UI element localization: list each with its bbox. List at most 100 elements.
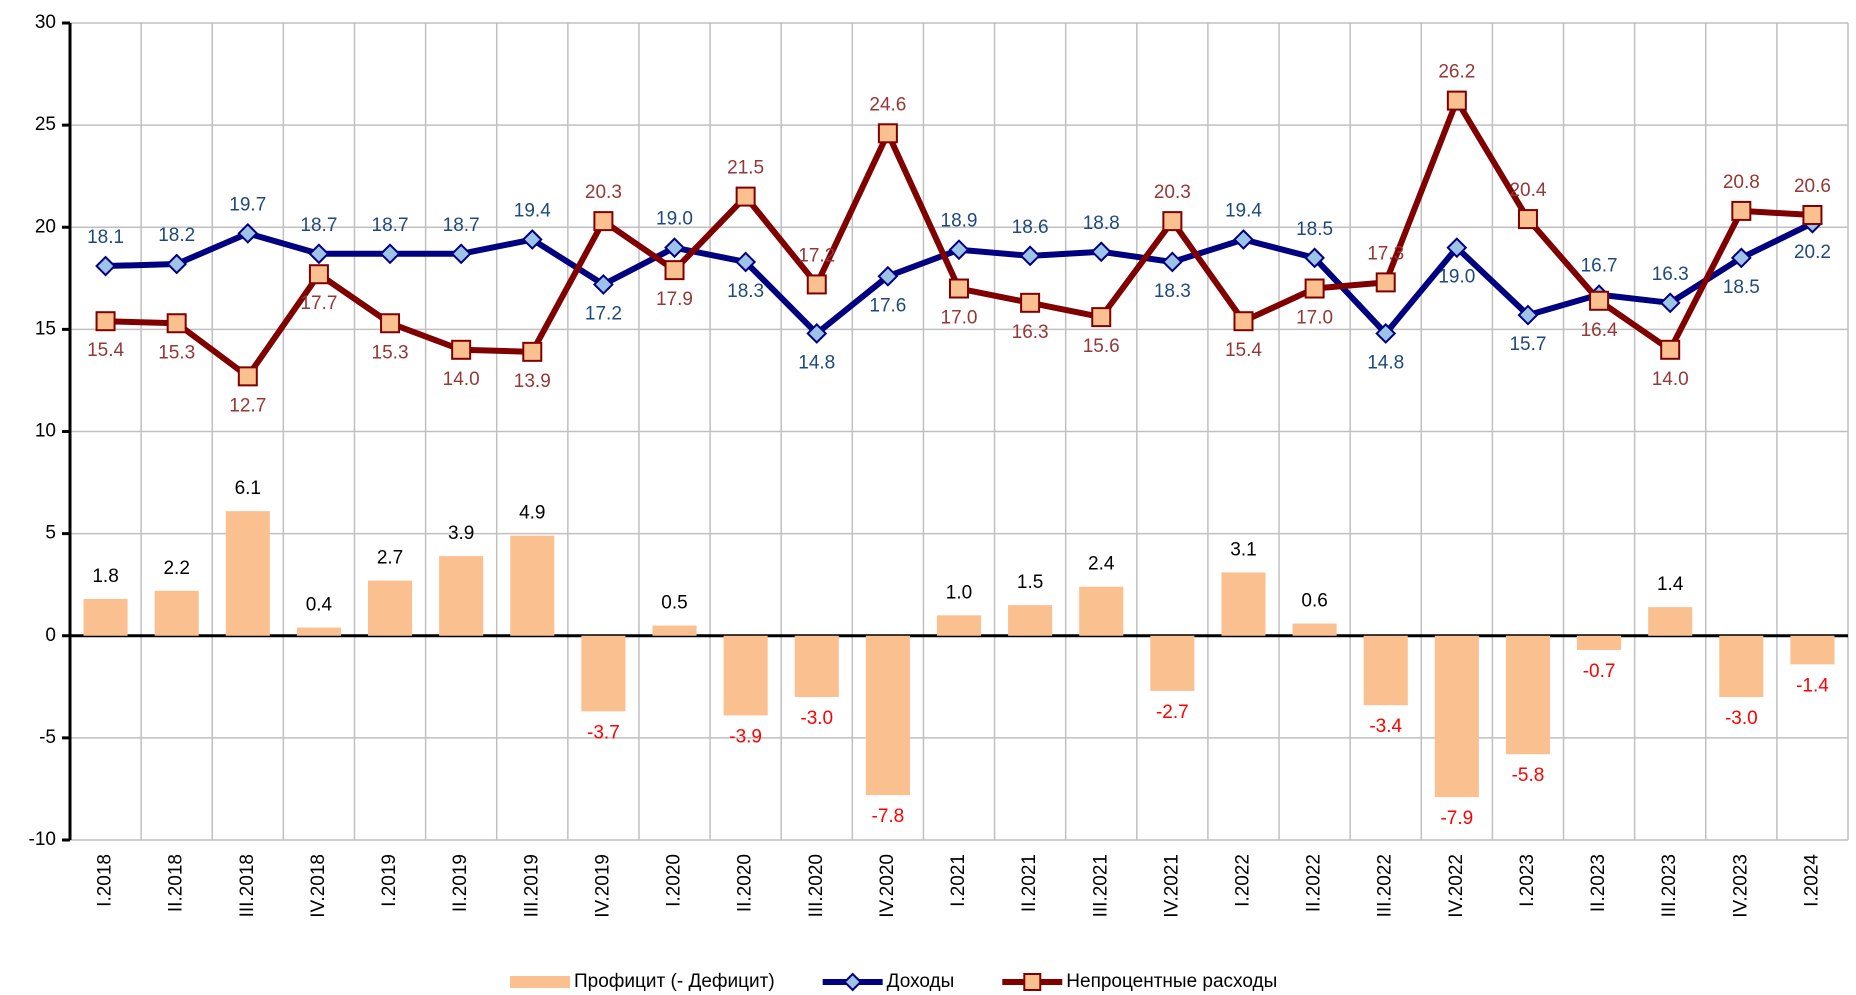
bar-value-label: -7.8 bbox=[872, 806, 905, 827]
marker bbox=[806, 274, 827, 295]
marker bbox=[166, 253, 188, 275]
bar-value-label: 2.4 bbox=[1088, 554, 1115, 575]
marker bbox=[877, 123, 898, 144]
y-tick-label: 10 bbox=[35, 421, 56, 442]
bar-value-label: -2.7 bbox=[1156, 702, 1189, 723]
marker bbox=[1161, 251, 1183, 273]
marker bbox=[1659, 292, 1681, 314]
bar bbox=[154, 590, 199, 636]
line-value-label: 18.5 bbox=[1296, 219, 1333, 240]
marker bbox=[1660, 339, 1681, 360]
marker bbox=[1802, 204, 1823, 225]
x-tick-label: IV.2020 bbox=[877, 854, 898, 918]
legend-label: Непроцентные расходы bbox=[1066, 971, 1277, 992]
marker bbox=[308, 243, 330, 265]
line-value-label: 20.4 bbox=[1509, 180, 1546, 201]
bar bbox=[439, 556, 484, 636]
line-value-label: 18.2 bbox=[158, 225, 195, 246]
marker bbox=[877, 265, 899, 287]
marker bbox=[95, 311, 116, 332]
bar bbox=[936, 615, 982, 636]
line-value-label: 15.3 bbox=[158, 342, 195, 363]
marker bbox=[237, 222, 259, 244]
marker bbox=[1517, 209, 1538, 230]
marker bbox=[166, 313, 187, 334]
marker bbox=[308, 264, 329, 285]
bar bbox=[1577, 635, 1622, 651]
x-tick-label: IV.2022 bbox=[1446, 854, 1467, 918]
marker bbox=[1091, 307, 1112, 328]
y-tick-label: 30 bbox=[35, 12, 56, 33]
marker bbox=[664, 237, 685, 259]
x-tick-label: I.2020 bbox=[664, 854, 685, 907]
y-tick-label: -5 bbox=[39, 727, 56, 748]
bar bbox=[367, 580, 413, 636]
legend-label: Профицит (- Дефицит) bbox=[574, 971, 775, 992]
line-value-label: 20.8 bbox=[1723, 172, 1760, 193]
bar-value-label: 3.1 bbox=[1230, 539, 1256, 560]
x-tick-label: II.2019 bbox=[450, 854, 471, 912]
line-value-label: 18.1 bbox=[87, 227, 124, 248]
bar-value-label: 1.8 bbox=[92, 566, 118, 587]
marker bbox=[949, 278, 969, 299]
legend-swatch bbox=[510, 976, 570, 988]
bar-value-label: -3.0 bbox=[1725, 708, 1758, 729]
line-value-label: 17.2 bbox=[798, 245, 835, 266]
marker bbox=[1446, 237, 1468, 259]
bar-value-label: -3.4 bbox=[1369, 716, 1402, 737]
bar-value-label: 4.9 bbox=[519, 503, 545, 524]
marker bbox=[1730, 247, 1752, 269]
x-tick-label: I.2024 bbox=[1801, 854, 1822, 907]
bar bbox=[1505, 635, 1551, 755]
line-value-label: 17.7 bbox=[300, 293, 337, 314]
bar-value-label: 1.5 bbox=[1017, 572, 1043, 593]
bar-value-label: 1.4 bbox=[1657, 574, 1684, 595]
marker bbox=[1233, 311, 1254, 332]
line-value-label: 18.3 bbox=[1154, 281, 1191, 302]
marker bbox=[664, 260, 685, 281]
bar bbox=[1648, 607, 1693, 636]
bar bbox=[510, 535, 555, 636]
line-value-label: 18.7 bbox=[443, 215, 480, 236]
line-value-label: 15.4 bbox=[87, 340, 124, 361]
marker bbox=[521, 229, 543, 250]
bar bbox=[1292, 623, 1337, 636]
bar-value-label: 0.4 bbox=[306, 595, 333, 616]
marker bbox=[1233, 229, 1254, 250]
line-value-label: 15.7 bbox=[1509, 334, 1546, 355]
marker bbox=[1020, 292, 1041, 313]
line-value-label: 20.3 bbox=[585, 182, 622, 203]
line-value-label: 17.0 bbox=[941, 308, 978, 329]
bar-value-label: 6.1 bbox=[235, 478, 261, 499]
marker bbox=[237, 366, 258, 387]
marker bbox=[451, 339, 472, 360]
line-value-label: 16.3 bbox=[1652, 264, 1689, 285]
line-value-label: 15.6 bbox=[1083, 336, 1120, 357]
line-value-label: 18.8 bbox=[1083, 213, 1120, 234]
line-value-label: 18.3 bbox=[727, 281, 764, 302]
marker bbox=[1162, 211, 1183, 232]
marker bbox=[948, 239, 970, 261]
bar bbox=[1008, 605, 1053, 636]
line-value-label: 15.3 bbox=[372, 342, 409, 363]
marker bbox=[1304, 247, 1326, 269]
bar bbox=[83, 598, 128, 636]
line bbox=[105, 97, 1813, 380]
bar-value-label: -5.8 bbox=[1512, 765, 1545, 786]
line-value-label: 20.2 bbox=[1794, 242, 1831, 263]
x-tick-label: II.2022 bbox=[1304, 854, 1325, 912]
line-value-label: 14.0 bbox=[1652, 369, 1689, 390]
bar-value-label: 2.2 bbox=[163, 558, 189, 579]
bar bbox=[225, 511, 270, 636]
line-value-label: 21.5 bbox=[727, 158, 764, 179]
x-tick-label: I.2021 bbox=[948, 854, 969, 907]
line-value-label: 17.3 bbox=[1367, 243, 1404, 264]
line-value-label: 17.6 bbox=[869, 295, 906, 316]
line-value-label: 19.4 bbox=[1225, 201, 1262, 222]
marker bbox=[450, 243, 472, 265]
bar bbox=[1150, 635, 1195, 691]
line-value-label: 17.0 bbox=[1296, 308, 1333, 329]
x-tick-label: IV.2021 bbox=[1161, 854, 1182, 918]
marker bbox=[1517, 304, 1539, 326]
